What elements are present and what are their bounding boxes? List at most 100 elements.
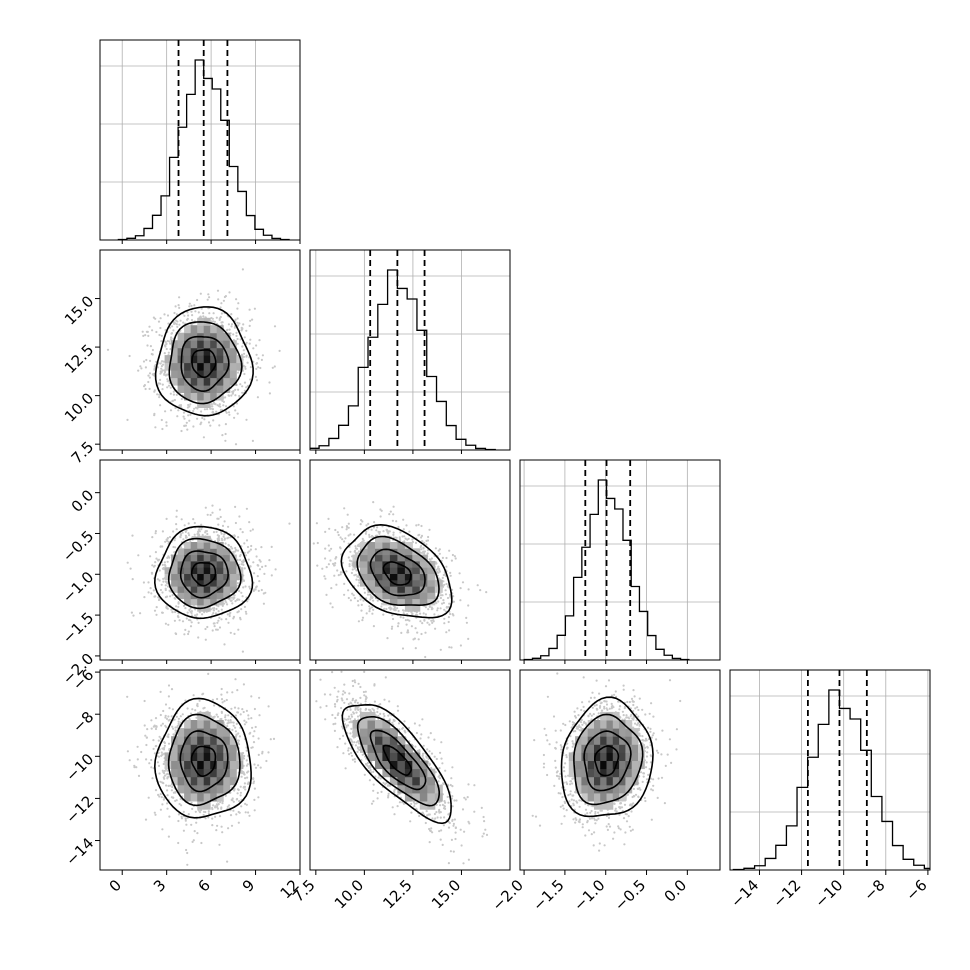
scatter-point <box>161 591 164 594</box>
scatter-point <box>274 568 277 571</box>
scatter-point <box>589 811 592 814</box>
scatter-point <box>414 627 417 630</box>
scatter-point <box>594 812 597 815</box>
scatter-point <box>337 712 340 715</box>
scatter-point <box>235 334 238 337</box>
scatter-point <box>393 790 396 793</box>
scatter-point <box>140 750 143 754</box>
scatter-point <box>229 721 232 724</box>
density-bin <box>375 736 383 745</box>
scatter-point <box>211 824 214 827</box>
scatter-point <box>161 722 164 725</box>
scatter-point <box>203 706 206 709</box>
scatter-point <box>363 670 366 674</box>
scatter-point <box>633 795 636 798</box>
scatter-point <box>159 382 162 385</box>
density-bin <box>367 542 376 549</box>
scatter-point <box>638 697 641 700</box>
density-bin <box>203 355 211 364</box>
density-bin <box>412 573 421 581</box>
scatter-point <box>162 363 165 366</box>
scatter-point <box>660 776 664 779</box>
scatter-point <box>202 312 205 315</box>
scatter-point <box>245 612 248 615</box>
density-bin <box>606 801 614 810</box>
density-bin <box>184 362 192 371</box>
scatter-point <box>245 759 248 762</box>
scatter-point <box>154 551 157 554</box>
scatter-point <box>220 302 223 305</box>
histogram-line <box>523 479 690 660</box>
scatter-point <box>345 570 348 573</box>
scatter-point <box>235 402 239 405</box>
scatter-point <box>597 811 600 814</box>
density-bin <box>600 768 607 778</box>
scatter-point <box>636 706 639 709</box>
scatter-point <box>642 772 645 775</box>
scatter-point <box>410 802 413 806</box>
scatter-point <box>451 805 454 808</box>
scatter-point <box>162 709 165 713</box>
scatter-point <box>420 536 423 539</box>
scatter-point <box>350 754 354 757</box>
density-bin <box>229 377 237 386</box>
scatter-point <box>150 572 154 575</box>
scatter-point <box>679 699 682 703</box>
scatter-point <box>383 607 386 610</box>
scatter-point <box>396 805 399 808</box>
scatter-point <box>445 556 448 560</box>
scatter-point <box>149 587 152 590</box>
scatter-point <box>605 668 607 670</box>
scatter-point <box>442 601 445 605</box>
scatter-point <box>371 596 374 599</box>
scatter-point <box>234 521 237 525</box>
density-bin <box>190 560 198 568</box>
scatter-point <box>242 563 245 567</box>
scatter-point <box>154 530 157 533</box>
scatter-point <box>438 552 441 555</box>
scatter-point <box>617 827 621 830</box>
scatter-point <box>217 517 220 520</box>
scatter-point <box>575 818 578 822</box>
density-bin <box>397 744 406 753</box>
scatter-point <box>160 724 163 727</box>
scatter-point <box>271 366 274 369</box>
scatter-point <box>158 393 161 396</box>
scatter-point <box>230 325 233 328</box>
scatter-point <box>594 810 597 814</box>
scatter-point <box>436 607 439 610</box>
histogram-frame <box>729 669 931 871</box>
scatter-point <box>239 383 242 386</box>
scatter-point <box>349 732 352 735</box>
density-bin <box>210 347 218 356</box>
scatter-point <box>584 813 587 816</box>
scatter-point <box>636 723 639 726</box>
scatter-point <box>364 532 367 535</box>
scatter-point <box>582 676 585 679</box>
scatter-point <box>555 741 558 744</box>
x-tick-label: 9 <box>239 876 258 895</box>
density-bin <box>427 573 436 581</box>
scatter-point <box>402 609 405 612</box>
scatter-point <box>163 344 167 347</box>
scatter-point <box>404 537 407 540</box>
scatter-point <box>180 546 183 549</box>
density-bin <box>190 325 198 334</box>
density-bin <box>216 736 224 745</box>
scatter-point <box>451 818 454 822</box>
scatter-point <box>578 818 582 821</box>
scatter-point <box>343 540 346 543</box>
density-bin <box>375 744 383 753</box>
scatter-point <box>576 725 579 728</box>
scatter-point <box>461 808 465 811</box>
scatter-point <box>208 312 211 315</box>
scatter-point <box>152 565 156 568</box>
scatter-point <box>649 761 653 764</box>
scatter-point <box>581 723 584 726</box>
scatter-point <box>177 819 180 823</box>
density-bin <box>229 586 237 593</box>
scatter-point <box>599 705 602 708</box>
scatter-point <box>415 802 418 805</box>
scatter-point <box>613 802 616 805</box>
density-bin <box>177 592 185 600</box>
